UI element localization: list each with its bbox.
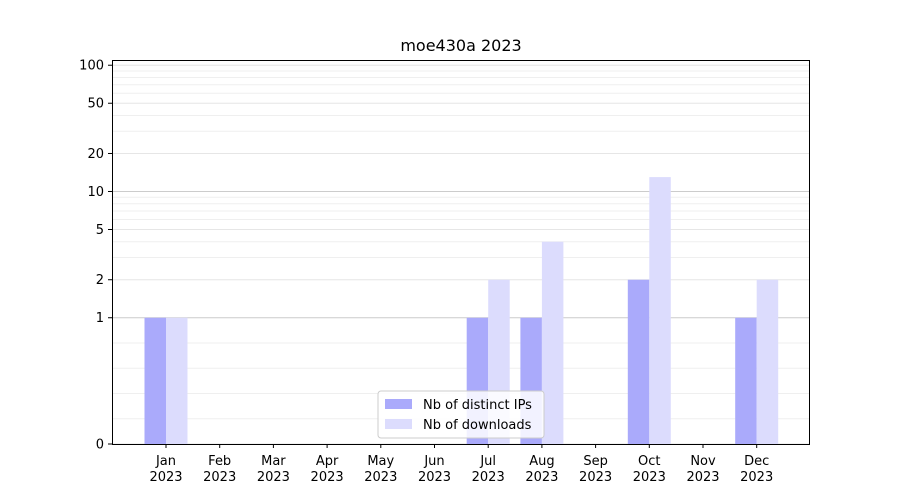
y-tick-label: 0 [96,438,104,453]
bar-distinct-ips [735,317,757,444]
x-tick-year: 2023 [686,470,719,485]
x-tick-label: Mar 2023 [257,454,290,485]
x-tick-label: Feb 2023 [203,454,236,485]
x-tick-label: Aug 2023 [525,454,558,485]
x-tick-year: 2023 [418,470,451,485]
x-tick-month: Dec [744,454,769,469]
bar-downloads [166,317,188,444]
bar-downloads [541,241,564,444]
legend-label-downloads: Nb of downloads [423,418,532,433]
x-tick-month: May [367,454,394,469]
legend-swatch-distinct-ips [385,399,412,409]
y-tick-label: 5 [96,223,104,238]
x-tick-label: Apr 2023 [311,454,344,485]
x-tick-month: Feb [208,454,231,469]
x-tick-year: 2023 [149,470,182,485]
x-tick-month: Mar [261,454,286,469]
x-tick-month: Apr [316,454,339,469]
bar-downloads [649,177,671,445]
y-tick-label: 100 [79,59,104,74]
x-tick-month: Nov [690,454,716,469]
x-tick-year: 2023 [364,470,397,485]
x-tick-month: Jun [423,454,444,469]
x-tick-year: 2023 [579,470,612,485]
x-tick-month: Jan [155,454,176,469]
bar-downloads [756,279,779,444]
x-tick-year: 2023 [740,470,773,485]
y-tick-label: 1 [96,311,104,326]
grid-layer [112,64,809,445]
x-tick-month: Oct [638,454,660,469]
chart-title: moe430a 2023 [400,36,521,55]
bar-distinct-ips [627,279,650,444]
bar-distinct-ips [144,317,166,444]
y-axis: 0 1 2 5 10 20 50 100 [79,59,112,453]
legend-swatch-downloads [385,419,412,429]
x-tick-year: 2023 [311,470,344,485]
x-tick-label: May 2023 [364,454,397,485]
y-tick-label: 2 [96,273,104,288]
x-tick-year: 2023 [525,470,558,485]
x-tick-month: Aug [529,454,554,469]
x-tick-label: Dec 2023 [740,454,773,485]
x-tick-year: 2023 [472,470,505,485]
y-tick-label: 10 [87,185,104,200]
y-tick-label: 20 [87,147,104,162]
legend-box [377,390,545,439]
x-tick-label: Jun 2023 [418,454,451,485]
legend: Nb of distinct IPs Nb of downloads [377,390,545,439]
plot-frame [112,60,810,445]
x-tick-month: Sep [583,454,608,469]
x-tick-label: Sep 2023 [579,454,612,485]
x-tick-month: Jul [479,454,496,469]
x-tick-year: 2023 [257,470,290,485]
y-tick-label: 50 [87,97,104,112]
x-tick-label: Nov 2023 [686,454,719,485]
x-tick-year: 2023 [633,470,666,485]
x-tick-year: 2023 [203,470,236,485]
x-tick-label: Oct 2023 [633,454,666,485]
x-tick-label: Jul 2023 [472,454,505,485]
legend-label-distinct-ips: Nb of distinct IPs [423,398,532,413]
x-tick-label: Jan 2023 [149,454,182,485]
